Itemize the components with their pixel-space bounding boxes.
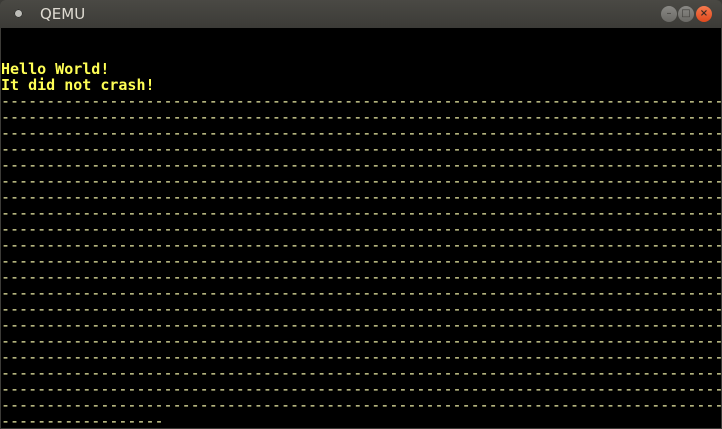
console-line: ----------------------------------------… [1,252,721,270]
console-line: ----------------------------------------… [1,284,721,302]
console-line: ----------------------------------------… [1,220,721,238]
title-bar[interactable]: QEMU – □ × [0,0,722,28]
console-line: ----------------------------------------… [1,332,721,350]
console-line: ----------------------------------------… [1,316,721,334]
console-line: ----------------------------------------… [1,156,721,174]
close-button[interactable]: × [696,6,712,22]
console-line: ----------------------------------------… [1,380,721,398]
console-line: ----------------------------------------… [1,268,721,286]
console-line: ----------------------------------------… [1,300,721,318]
console-line: ----------------------------------------… [1,92,721,110]
console-line [1,44,721,60]
window-title: QEMU [40,5,86,23]
console-line: ------------------ [1,412,164,428]
console-line: ----------------------------------------… [1,204,721,222]
console-line: ----------------------------------------… [1,172,721,190]
console-line: Hello World! [1,60,110,78]
console-line: ----------------------------------------… [1,188,721,206]
console-line: ----------------------------------------… [1,140,721,158]
console-line: ----------------------------------------… [1,108,721,126]
maximize-button[interactable]: □ [678,6,694,22]
console-line: ----------------------------------------… [1,236,721,254]
console-line: ----------------------------------------… [1,364,721,382]
console-line: ----------------------------------------… [1,348,721,366]
vm-display[interactable]: Hello World! It did not crash! -----------… [1,28,721,428]
app-icon [14,9,23,18]
console-line [1,28,721,44]
console-line: It did not crash! [1,76,155,94]
minimize-button[interactable]: – [661,6,677,22]
console-line: ----------------------------------------… [1,396,721,414]
console-line: ----------------------------------------… [1,124,721,142]
